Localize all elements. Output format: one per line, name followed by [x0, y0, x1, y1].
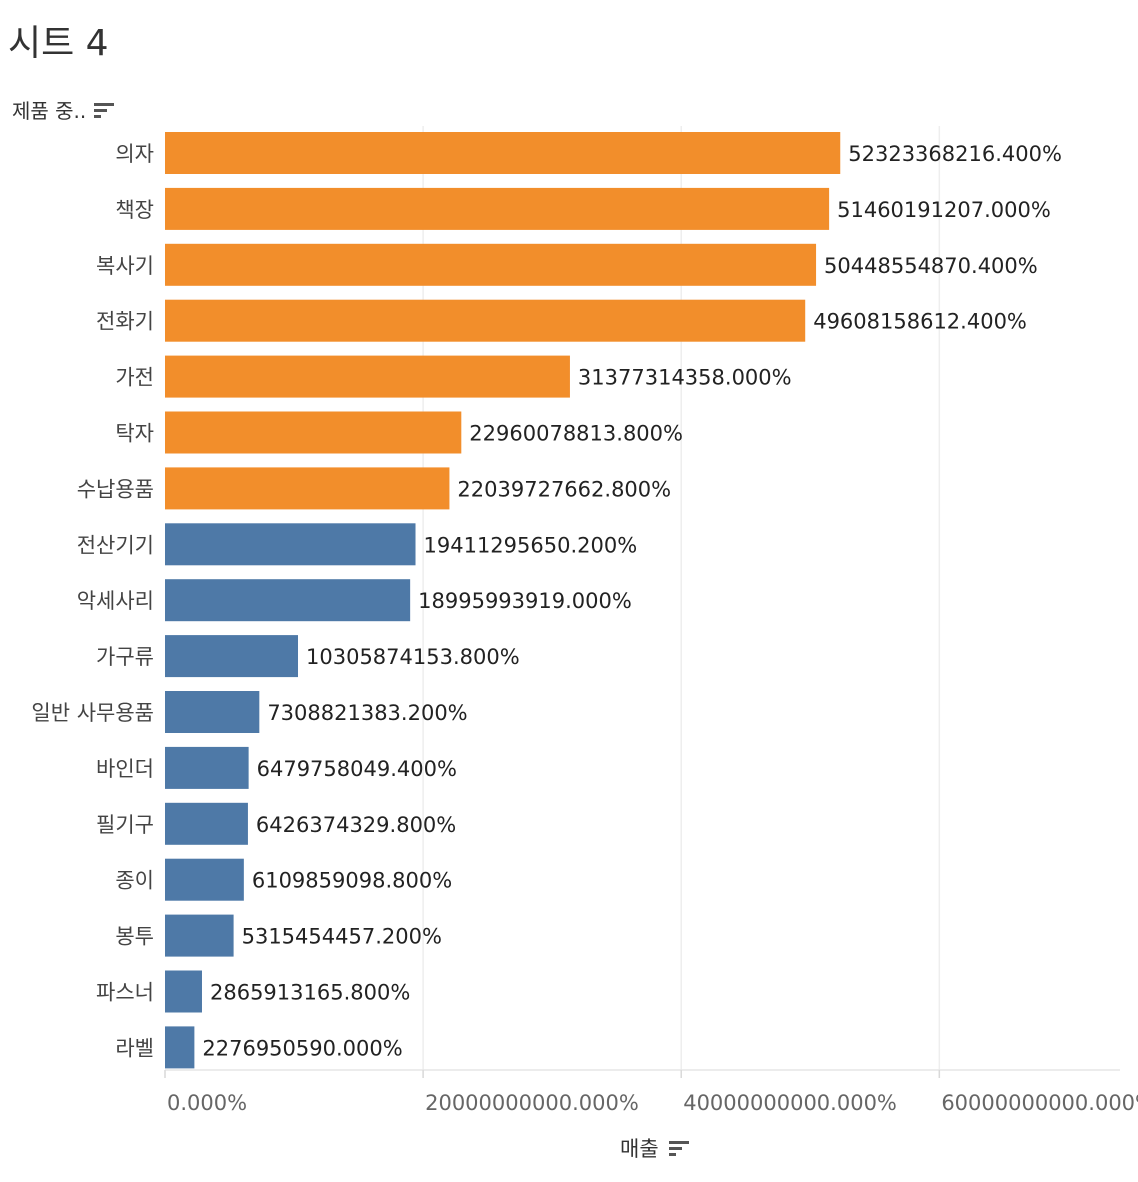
bar[interactable] [165, 243, 817, 286]
bar[interactable] [165, 187, 830, 230]
category-label: 필기구 [96, 813, 154, 837]
category-label: 탁자 [115, 422, 154, 446]
data-label: 52323368216.400% [848, 142, 1062, 166]
bar[interactable] [165, 691, 260, 733]
category-label: 악세사리 [77, 589, 154, 613]
category-label: 가구류 [96, 645, 154, 669]
bar[interactable] [165, 467, 450, 510]
category-label: 수납용품 [77, 477, 154, 501]
bar[interactable] [165, 858, 244, 901]
category-label: 봉투 [115, 925, 154, 949]
x-tick-label: 60000000000.000% [941, 1091, 1138, 1115]
category-label: 파스너 [96, 981, 154, 1005]
data-label: 10305874153.800% [306, 645, 520, 669]
sheet-title: 시트 4 [8, 23, 109, 64]
bar[interactable] [165, 914, 234, 957]
category-label: 복사기 [96, 254, 154, 278]
data-label: 51460191207.000% [837, 198, 1051, 222]
category-label: 의자 [115, 142, 154, 166]
bar[interactable] [165, 802, 248, 845]
x-axis-label: 매출 [620, 1137, 659, 1161]
bar[interactable] [165, 1026, 195, 1069]
bar[interactable] [165, 132, 841, 174]
data-label: 22039727662.800% [457, 477, 671, 501]
bar[interactable] [165, 970, 202, 1013]
data-label: 22960078813.800% [469, 422, 683, 446]
x-tick-label: 20000000000.000% [425, 1091, 639, 1115]
sort-descending-icon[interactable] [94, 102, 115, 118]
category-label: 가전 [115, 366, 154, 390]
data-label: 6109859098.800% [252, 869, 452, 893]
row-header[interactable]: 제품 중.. [12, 95, 115, 124]
data-label: 19411295650.200% [424, 533, 638, 557]
x-tick-label: 0.000% [167, 1091, 247, 1115]
bar[interactable] [165, 411, 462, 454]
x-axis-title[interactable]: 매출 [620, 1133, 689, 1163]
category-label: 라벨 [115, 1036, 154, 1060]
data-label: 5315454457.200% [242, 925, 442, 949]
bar[interactable] [165, 299, 806, 342]
sort-descending-icon[interactable] [668, 1140, 689, 1156]
x-tick-label: 40000000000.000% [683, 1091, 897, 1115]
data-label: 7308821383.200% [267, 701, 467, 725]
data-label: 31377314358.000% [578, 366, 792, 390]
bar[interactable] [165, 635, 299, 678]
bar[interactable] [165, 579, 411, 622]
data-label: 6479758049.400% [257, 757, 457, 781]
category-label: 전산기기 [77, 533, 154, 557]
data-label: 2276950590.000% [202, 1036, 402, 1060]
bar[interactable] [165, 355, 570, 398]
category-label: 전화기 [96, 310, 154, 334]
row-header-label: 제품 중.. [12, 99, 87, 123]
category-label: 일반 사무용품 [31, 701, 154, 725]
category-label: 책장 [115, 198, 154, 222]
data-label: 50448554870.400% [824, 254, 1038, 278]
category-label: 바인더 [96, 757, 154, 781]
data-label: 49608158612.400% [813, 310, 1027, 334]
bar[interactable] [165, 746, 249, 789]
bar[interactable] [165, 523, 416, 566]
data-label: 6426374329.800% [256, 813, 456, 837]
category-label: 종이 [115, 869, 154, 893]
data-label: 2865913165.800% [210, 981, 410, 1005]
data-label: 18995993919.000% [418, 589, 632, 613]
